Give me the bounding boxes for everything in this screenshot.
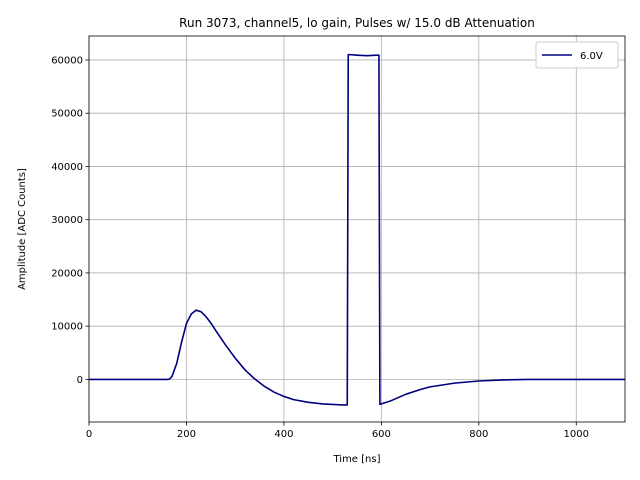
x-tick-label: 0 (86, 429, 92, 440)
y-tick-label: 10000 (51, 322, 83, 333)
y-tick-label: 40000 (51, 162, 83, 173)
y-tick-label: 60000 (51, 55, 83, 66)
plot-area (89, 53, 625, 406)
series-line-6v (89, 53, 625, 406)
y-tick-label: 20000 (51, 268, 83, 279)
y-tick-label: 30000 (51, 215, 83, 226)
x-tick-label: 400 (274, 429, 293, 440)
y-axis-label: Amplitude [ADC Counts] (17, 168, 28, 290)
legend-label-6v: 6.0V (580, 51, 603, 62)
axes-frame (88, 35, 626, 423)
y-tick-label: 0 (77, 375, 83, 386)
x-tick-label: 200 (177, 429, 196, 440)
y-tick-label: 50000 (51, 109, 83, 120)
x-tick-label: 800 (469, 429, 488, 440)
legend: 6.0V (535, 41, 619, 69)
x-tick-label: 600 (372, 429, 391, 440)
x-tick-label: 1000 (564, 429, 589, 440)
axes: 0 200 400 600 800 100001000020000300004000050… (51, 35, 626, 440)
chart-title: Run 3073, channel5, lo gain, Pulses w/ 1… (179, 16, 535, 30)
legend-box (535, 41, 619, 69)
x-axis-label: Time [ns] (332, 454, 380, 465)
